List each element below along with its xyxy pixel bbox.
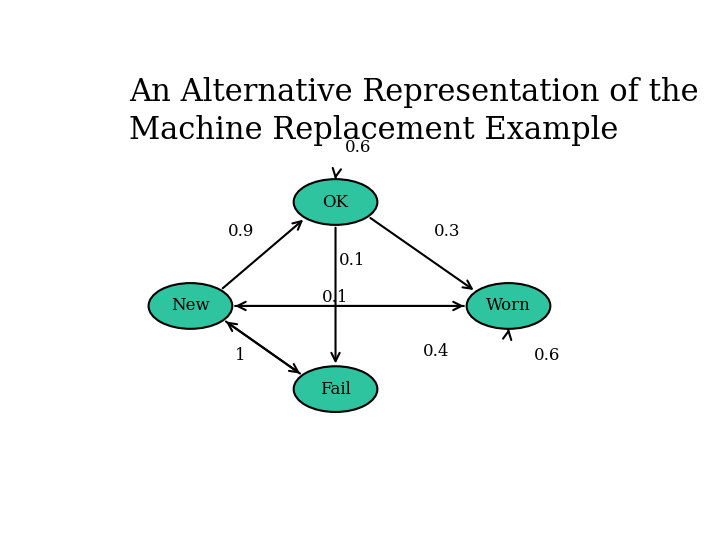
FancyArrowPatch shape: [238, 302, 464, 310]
Text: 0.1: 0.1: [323, 289, 348, 306]
Ellipse shape: [294, 179, 377, 225]
Text: 0.1: 0.1: [339, 252, 366, 269]
Ellipse shape: [467, 283, 550, 329]
FancyArrowPatch shape: [331, 228, 340, 361]
Text: Machine Replacement Example: Machine Replacement Example: [129, 114, 618, 146]
FancyArrowPatch shape: [370, 218, 472, 289]
Text: 0.6: 0.6: [345, 139, 371, 157]
FancyArrowPatch shape: [228, 323, 300, 374]
Text: 0.9: 0.9: [228, 222, 254, 240]
Text: An Alternative Representation of the: An Alternative Representation of the: [129, 77, 698, 109]
Text: Fail: Fail: [320, 381, 351, 397]
Text: 0.6: 0.6: [534, 347, 561, 365]
FancyArrowPatch shape: [222, 221, 302, 288]
Text: Worn: Worn: [486, 298, 531, 314]
Text: 0.4: 0.4: [423, 343, 449, 360]
FancyArrowPatch shape: [235, 302, 462, 310]
FancyArrowPatch shape: [226, 321, 298, 372]
Text: New: New: [171, 298, 210, 314]
Ellipse shape: [294, 366, 377, 412]
Text: OK: OK: [323, 193, 348, 211]
Text: 1: 1: [235, 347, 246, 365]
Ellipse shape: [148, 283, 233, 329]
Text: 0.3: 0.3: [434, 222, 460, 240]
FancyArrowPatch shape: [333, 168, 341, 179]
FancyArrowPatch shape: [503, 329, 511, 340]
